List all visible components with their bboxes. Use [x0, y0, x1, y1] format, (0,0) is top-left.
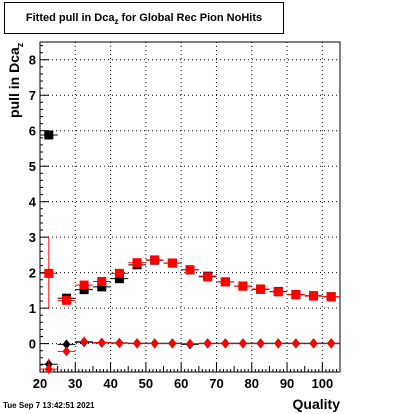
y-tick-label: 6	[29, 124, 36, 139]
y-tick-label: 3	[29, 230, 36, 245]
y-tick-label: 5	[29, 159, 36, 174]
axes: 20 30 40 50 60 70 80 90 100 0 1 2 3 4 5 6 7 8	[29, 41, 341, 391]
data-point-diamond	[203, 338, 212, 349]
x-tick-label: 80	[245, 376, 259, 391]
data-point-square	[256, 284, 266, 294]
timestamp: Tue Sep 7 13:42:51 2021	[3, 401, 95, 410]
data-point-diamond	[186, 338, 194, 349]
x-axis-label: Quality	[292, 396, 340, 412]
y-tick-label: 1	[29, 301, 36, 316]
data-point-square	[44, 268, 54, 278]
data-point-square	[61, 295, 71, 305]
data-point-square	[97, 282, 107, 292]
y-tick-label: 8	[29, 53, 36, 68]
data-point-diamond	[274, 338, 283, 349]
data-point-diamond	[291, 338, 300, 349]
data-point-square	[44, 130, 54, 140]
x-tick-label: 90	[280, 376, 294, 391]
data-point-diamond	[44, 364, 53, 375]
data-point-square	[203, 272, 213, 282]
data-point-diamond	[256, 338, 265, 349]
data-point-diamond	[115, 338, 124, 349]
data-point-square	[185, 265, 195, 275]
data-markers	[40, 130, 340, 375]
data-point-square	[114, 268, 124, 278]
data-point-square	[309, 291, 319, 301]
data-point-square	[79, 285, 89, 295]
data-point-square	[238, 281, 248, 291]
data-point-diamond	[62, 339, 71, 350]
data-point-square	[326, 292, 336, 302]
data-point-square	[79, 280, 89, 290]
data-point-diamond	[168, 338, 177, 349]
data-point-diamond	[133, 338, 142, 349]
x-tick-label: 60	[174, 376, 188, 391]
data-point-square	[97, 277, 107, 287]
data-point-square	[220, 277, 230, 287]
x-tick-label: 40	[103, 376, 117, 391]
data-point-square	[291, 290, 301, 300]
x-tick-label: 100	[312, 376, 334, 391]
data-point-diamond	[62, 346, 71, 357]
data-point-diamond	[238, 338, 247, 349]
data-point-diamond	[80, 336, 89, 347]
data-point-diamond	[97, 337, 106, 348]
x-tick-label: 20	[33, 376, 47, 391]
y-axis-label: pull in Dcaz	[6, 42, 25, 118]
data-point-diamond	[309, 338, 318, 349]
chart-title: Fitted pull in Dcaz for Global Rec Pion …	[25, 12, 263, 27]
data-point-diamond	[221, 338, 230, 349]
y-tick-label: 2	[29, 266, 36, 281]
x-tick-label: 50	[139, 376, 153, 391]
x-tick-label: 30	[68, 376, 82, 391]
data-point-diamond	[327, 338, 336, 349]
data-point-square	[132, 258, 142, 268]
plot-frame	[39, 41, 341, 373]
y-tick-label: 7	[29, 88, 36, 103]
data-point-square	[150, 255, 160, 265]
data-point-square	[114, 274, 124, 284]
chart-title-box: Fitted pull in Dcaz for Global Rec Pion …	[4, 2, 284, 34]
data-point-diamond	[150, 338, 159, 349]
x-tick-label: 70	[209, 376, 223, 391]
y-tick-label: 4	[29, 195, 37, 210]
data-point-square	[167, 258, 177, 268]
grid-lines	[40, 42, 340, 372]
data-point-square	[273, 287, 283, 297]
y-tick-label: 0	[29, 337, 36, 352]
